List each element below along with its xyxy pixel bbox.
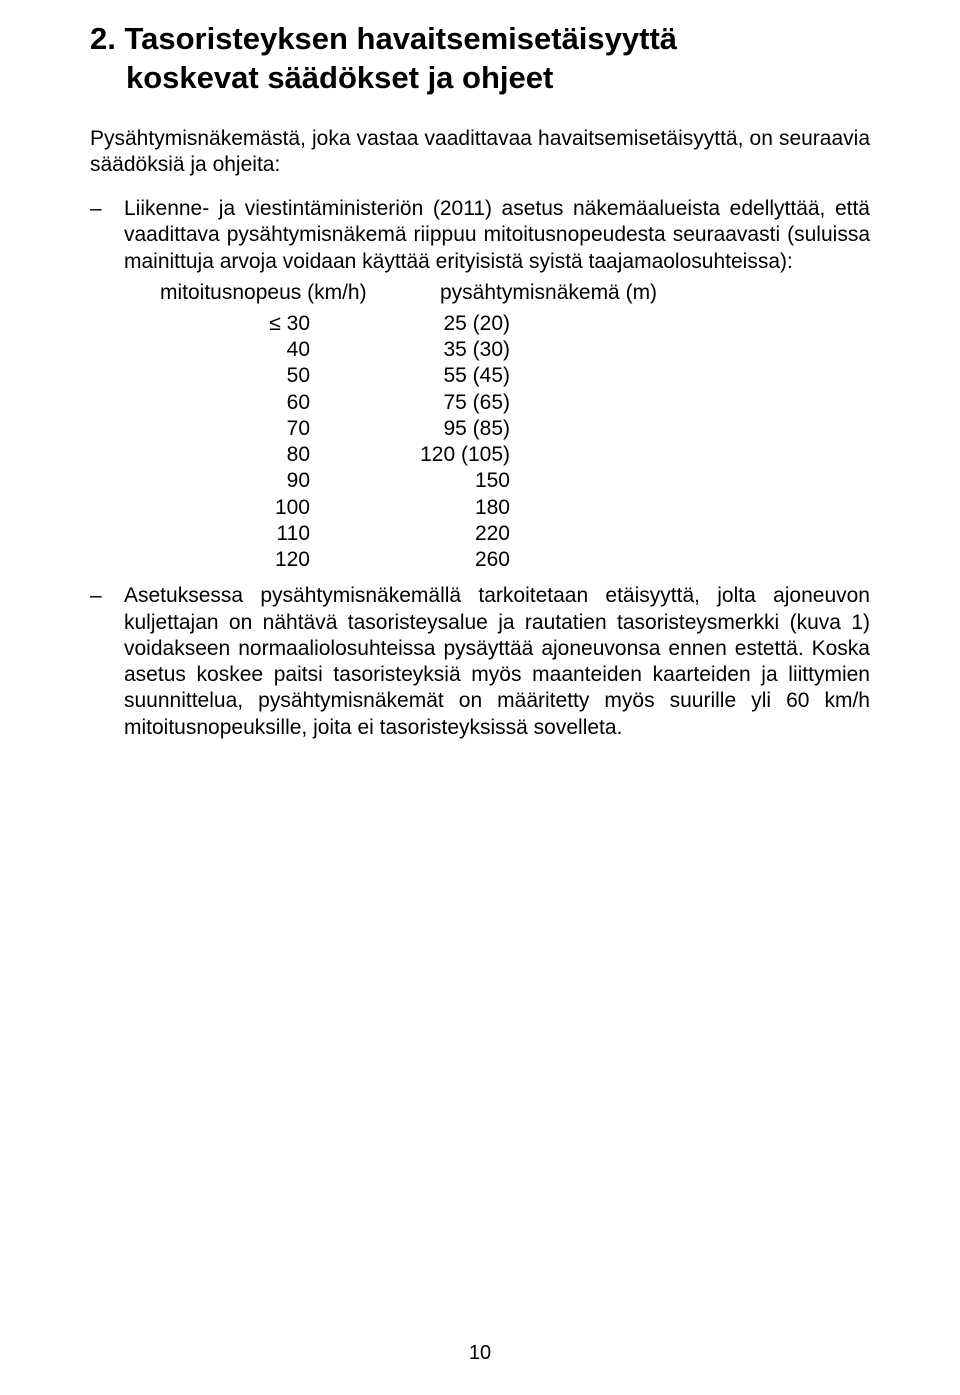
cell-distance: 120 (105) [340,442,590,468]
cell-speed: 110 [160,521,340,547]
cell-distance: 25 (20) [340,311,590,337]
table-header-distance: pysähtymisnäkemä (m) [440,281,710,305]
table-header-row: mitoitusnopeus (km/h) pysähtymisnäkemä (… [160,281,870,305]
table-row: 70 95 (85) [160,416,870,442]
speed-distance-table: mitoitusnopeus (km/h) pysähtymisnäkemä (… [160,281,870,574]
cell-speed: 80 [160,442,340,468]
bullet-text-2: Asetuksessa pysähtymisnäkemällä tarkoite… [124,583,870,741]
table-row: 40 35 (30) [160,337,870,363]
cell-speed: 70 [160,416,340,442]
bullet-text-1: Liikenne- ja viestintäministeriön (2011)… [124,196,870,275]
table-row: 90 150 [160,468,870,494]
cell-speed: 100 [160,495,340,521]
cell-distance: 220 [340,521,590,547]
cell-speed: 50 [160,363,340,389]
section-heading: 2. Tasoristeyksen havaitsemisetäisyyttä … [90,20,870,98]
heading-line-2: koskevat säädökset ja ohjeet [90,59,870,98]
cell-distance: 260 [340,547,590,573]
table-row: 110 220 [160,521,870,547]
cell-distance: 95 (85) [340,416,590,442]
table-row: ≤ 30 25 (20) [160,311,870,337]
cell-distance: 55 (45) [340,363,590,389]
table-header-speed: mitoitusnopeus (km/h) [160,281,440,305]
cell-distance: 35 (30) [340,337,590,363]
heading-line-1: 2. Tasoristeyksen havaitsemisetäisyyttä [90,21,677,56]
intro-paragraph: Pysähtymisnäkemästä, joka vastaa vaaditt… [90,126,870,179]
cell-speed: 60 [160,390,340,416]
cell-speed: 120 [160,547,340,573]
page-number: 10 [0,1342,960,1365]
bullet-dash: – [90,196,124,275]
bullet-item-2: – Asetuksessa pysähtymisnäkemällä tarkoi… [90,583,870,741]
cell-distance: 75 (65) [340,390,590,416]
table-row: 60 75 (65) [160,390,870,416]
cell-distance: 150 [340,468,590,494]
cell-speed: 40 [160,337,340,363]
cell-speed: 90 [160,468,340,494]
table-row: 100 180 [160,495,870,521]
table-row: 80 120 (105) [160,442,870,468]
cell-speed: ≤ 30 [160,311,340,337]
bullet-item-1: – Liikenne- ja viestintäministeriön (201… [90,196,870,275]
bullet-dash: – [90,583,124,741]
cell-distance: 180 [340,495,590,521]
document-page: 2. Tasoristeyksen havaitsemisetäisyyttä … [0,0,960,1395]
table-row: 120 260 [160,547,870,573]
table-row: 50 55 (45) [160,363,870,389]
